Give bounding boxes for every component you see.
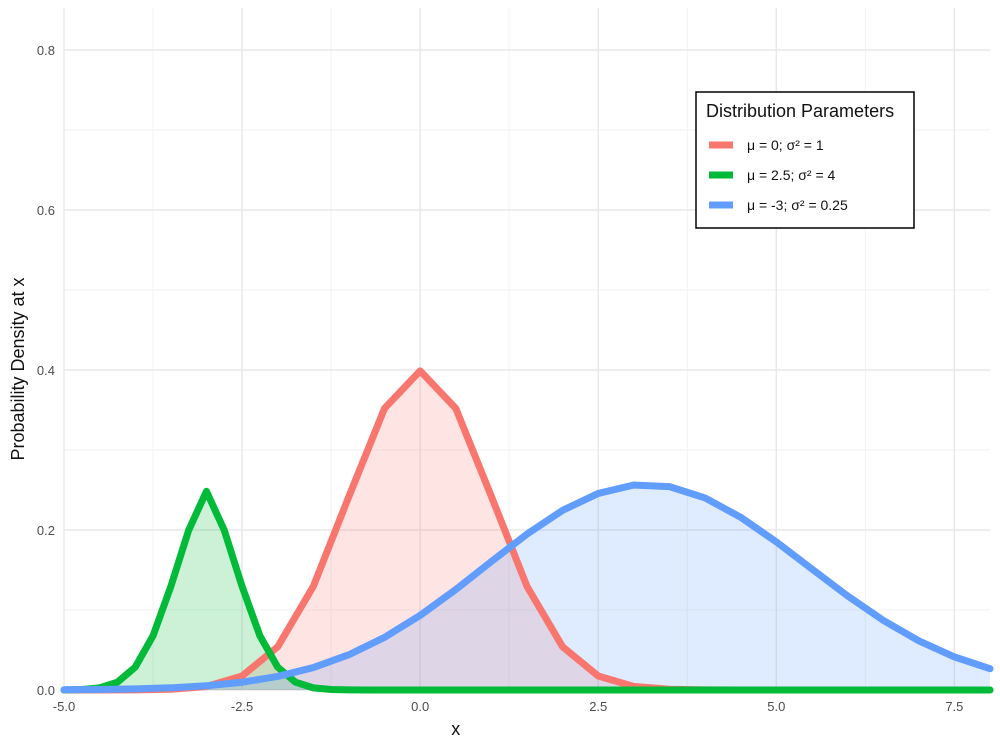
density-line-2 (60, 487, 994, 694)
legend-label-3: μ = -3; σ² = 0.25 (747, 197, 848, 213)
legend-label-2: μ = 2.5; σ² = 4 (747, 167, 836, 183)
density-area-1 (64, 370, 990, 690)
legend-label-1: μ = 0; σ² = 1 (747, 137, 824, 153)
x-tick-label: 5.0 (767, 699, 785, 714)
axis-ticks: -5.0 -2.5 0.0 2.5 5.0 7.5 0.0 0.2 0.4 0.6 0.8 (37, 43, 964, 714)
y-tick-label: 0.2 (37, 523, 55, 538)
density-lines (60, 367, 994, 694)
legend: Distribution Parameters μ = 0; σ² = 1μ =… (695, 91, 915, 229)
x-tick-label: -5.0 (53, 699, 75, 714)
x-tick-label: 7.5 (945, 699, 963, 714)
x-tick-label: 2.5 (589, 699, 607, 714)
y-axis-title: Probability Density at x (8, 277, 28, 460)
y-tick-label: 0.4 (37, 363, 55, 378)
legend-items: μ = 0; σ² = 1 μ = 2.5; σ² = 4 μ = -3; σ² =… (709, 137, 848, 213)
x-axis-title: x (451, 719, 460, 739)
density-line-3 (60, 481, 994, 694)
y-tick-label: 0.0 (37, 683, 55, 698)
y-tick-label: 0.8 (37, 43, 55, 58)
y-tick-label: 0.6 (37, 203, 55, 218)
x-tick-label: 0.0 (411, 699, 429, 714)
x-tick-label: -2.5 (231, 699, 253, 714)
legend-title: Distribution Parameters (706, 101, 894, 121)
density-area-2 (64, 491, 990, 690)
